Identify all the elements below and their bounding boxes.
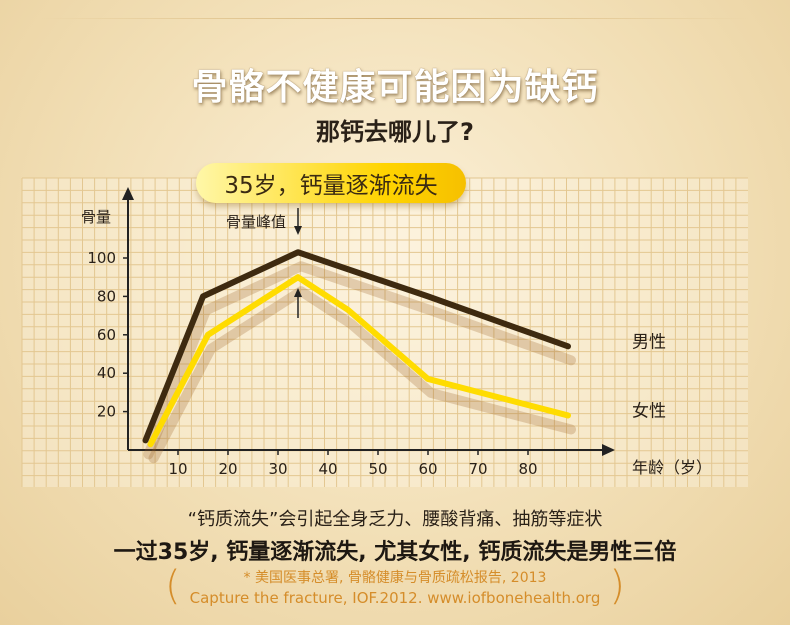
x-axis-title: 年龄（岁） [632,458,712,477]
page-title: 骨骼不健康可能因为缺钙 [191,67,599,108]
series-label-male: 男性 [632,332,666,352]
y-axis-title: 骨量 [81,208,111,226]
x-tick-label: 50 [368,460,387,478]
series-line-male [142,249,571,444]
source-line-1: * 美国医事总署, 骨骼健康与骨质疏松报告, 2013 [243,570,547,586]
x-tick-label: 20 [218,460,237,478]
y-tick-label: 20 [97,403,116,421]
series-shadow [148,286,576,464]
peak-arrow-down-head [294,226,302,235]
y-tick-label: 80 [97,287,116,305]
x-tick-label: 80 [518,460,537,478]
y-tick-label: 100 [87,249,116,267]
source-line-2: Capture the fracture, IOF.2012. www.iofb… [189,589,601,607]
calcium-loss-note: 一过35岁, 钙量逐渐流失, 尤其女性, 钙质流失是男性三倍 [113,540,677,565]
x-tick-label: 70 [468,460,487,478]
age-35-badge: 35岁，钙量逐渐流失 [196,163,466,203]
x-tick-label: 60 [418,460,437,478]
x-axis-arrow [602,444,615,456]
series-line-female [147,274,571,448]
series-shadow [143,261,576,460]
close-paren: ) [609,563,625,609]
peak-arrow-up-head [294,288,302,297]
source-citation: ( * 美国医事总署, 骨骼健康与骨质疏松报告, 2013 Capture th… [165,563,625,609]
series-label-female: 女性 [632,401,666,421]
y-axis-arrow [122,187,134,200]
y-tick-label: 40 [97,364,116,382]
y-tick-label: 60 [97,326,116,344]
open-paren: ( [165,563,181,609]
x-tick-label: 10 [168,460,187,478]
top-divider [40,18,750,19]
page-subtitle: 那钙去哪儿了? [316,118,474,146]
peak-annotation-label: 骨量峰值 [226,213,286,231]
x-tick-label: 40 [318,460,337,478]
symptom-note: “钙质流失”会引起全身乏力、腰酸背痛、抽筋等症状 [187,509,603,530]
x-tick-label: 30 [268,460,287,478]
